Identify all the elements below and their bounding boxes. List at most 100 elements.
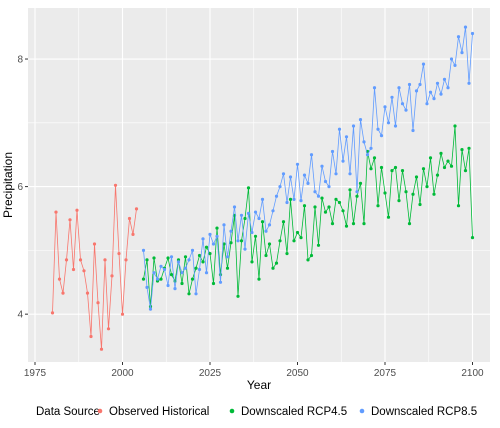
data-point [341,159,345,163]
data-point [271,266,275,270]
legend-label: Observed Historical [109,406,209,418]
x-axis-title: Year [247,378,271,392]
data-point [379,165,384,170]
data-point [110,274,114,278]
data-point [201,237,205,241]
data-point [369,167,373,171]
data-point [299,236,303,240]
data-point [278,185,282,189]
data-point [229,229,233,233]
data-point [404,108,408,112]
data-point [456,204,461,208]
major-grid [28,8,490,362]
data-point [421,62,426,66]
data-point [344,224,349,228]
data-point [159,277,163,281]
x-tick-label: 2000 [111,368,134,379]
y-tick-label: 4 [17,310,23,321]
data-point [246,186,251,190]
data-point [467,81,471,85]
data-point [460,148,464,152]
data-point [278,239,282,243]
data-point [250,260,254,264]
data-point [327,185,331,189]
data-point [418,202,422,207]
data-point [246,211,251,215]
legend-key [229,408,235,414]
data-point [316,243,321,247]
data-point [463,169,468,173]
data-point [267,242,272,246]
data-point [131,232,135,236]
x-tick-label: 2075 [374,368,397,379]
data-point [467,146,471,150]
data-point [281,220,286,224]
data-point [253,234,258,238]
data-point [306,181,310,185]
data-point [106,327,111,331]
data-point [225,255,230,259]
data-point [78,258,83,262]
data-point [302,173,307,177]
data-point [176,260,181,264]
data-point [208,232,212,236]
data-point [376,127,380,131]
data-point [418,82,422,87]
data-point [92,242,97,246]
data-point [124,258,128,262]
data-point [169,273,174,277]
data-point [117,252,121,256]
data-point [351,222,356,226]
data-point [446,159,450,163]
y-axis-title: Precipitation [1,152,15,218]
plot-panel [28,8,490,362]
data-point [120,312,125,316]
data-point [414,89,419,93]
data-point [428,90,433,94]
x-tick-label: 2100 [461,368,484,379]
data-point [313,205,317,209]
data-point [453,63,457,67]
legend-key [359,408,365,414]
data-point [348,188,352,192]
data-point [400,102,405,106]
data-point [169,255,174,259]
data-point [54,210,58,214]
data-point [397,86,401,90]
data-point [64,258,69,262]
data-point [351,124,356,128]
data-point [96,301,100,305]
data-point [456,35,461,39]
data-point [435,173,440,177]
data-point [141,277,146,281]
series-2 [141,124,475,309]
data-point [61,291,65,295]
series-layer [50,25,475,351]
data-point [183,255,188,259]
data-point [204,245,209,249]
data-point [187,292,191,296]
data-point [334,172,338,176]
data-point [334,197,338,201]
data-point [152,256,156,260]
data-point [243,216,247,221]
data-point [85,291,90,295]
legend-key [97,408,103,414]
data-point [71,267,76,272]
axes-layer: 1975 2000 2025 2050 2075 2100 4 6 8 [17,55,484,379]
data-point [50,311,55,315]
data-point [397,199,401,203]
data-point [302,204,307,208]
data-point [386,215,391,219]
data-point [432,97,436,101]
data-point [390,95,394,99]
data-point [348,172,352,176]
data-point [201,260,205,264]
data-point [271,209,275,213]
data-point [355,194,359,198]
data-point [439,151,443,155]
data-point [173,287,177,291]
data-point [446,86,450,90]
data-point [264,253,268,258]
data-point [386,121,391,125]
